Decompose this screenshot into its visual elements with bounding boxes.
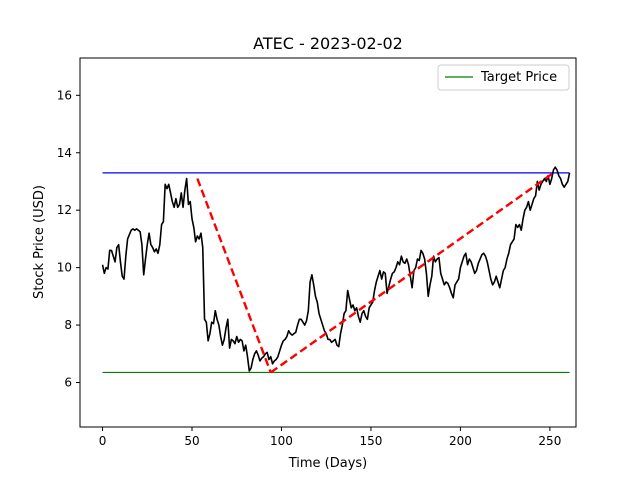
legend-target-label: Target Price [480, 70, 557, 85]
x-tick-label: 100 [270, 434, 293, 448]
legend-box [437, 64, 570, 91]
price-series-line [101, 166, 571, 372]
y-tick-label: 6 [64, 375, 72, 389]
plot-area-frame [79, 57, 577, 428]
x-tick-label: 200 [449, 434, 472, 448]
x-tick-label: 0 [99, 434, 107, 448]
y-tick-label: 10 [57, 261, 72, 275]
y-tick-label: 14 [57, 146, 72, 160]
y-tick-label: 12 [57, 203, 72, 217]
x-axis-label: Time (Days) [288, 456, 368, 471]
chart-title: ATEC - 2023-02-02 [253, 34, 403, 53]
trend-segment [270, 171, 555, 374]
x-axis: 0 50 100 150 200 250 [99, 427, 561, 448]
x-tick-label: 50 [184, 434, 199, 448]
x-tick-label: 150 [359, 434, 382, 448]
trend-segment [196, 178, 272, 373]
y-axis-label: Stock Price (USD) [32, 185, 47, 299]
legend: Target Price [437, 64, 570, 91]
y-tick-label: 8 [64, 318, 72, 332]
x-tick-label: 250 [538, 434, 561, 448]
y-tick-label: 16 [57, 88, 72, 102]
y-axis: 6 8 10 12 14 16 [57, 88, 80, 389]
